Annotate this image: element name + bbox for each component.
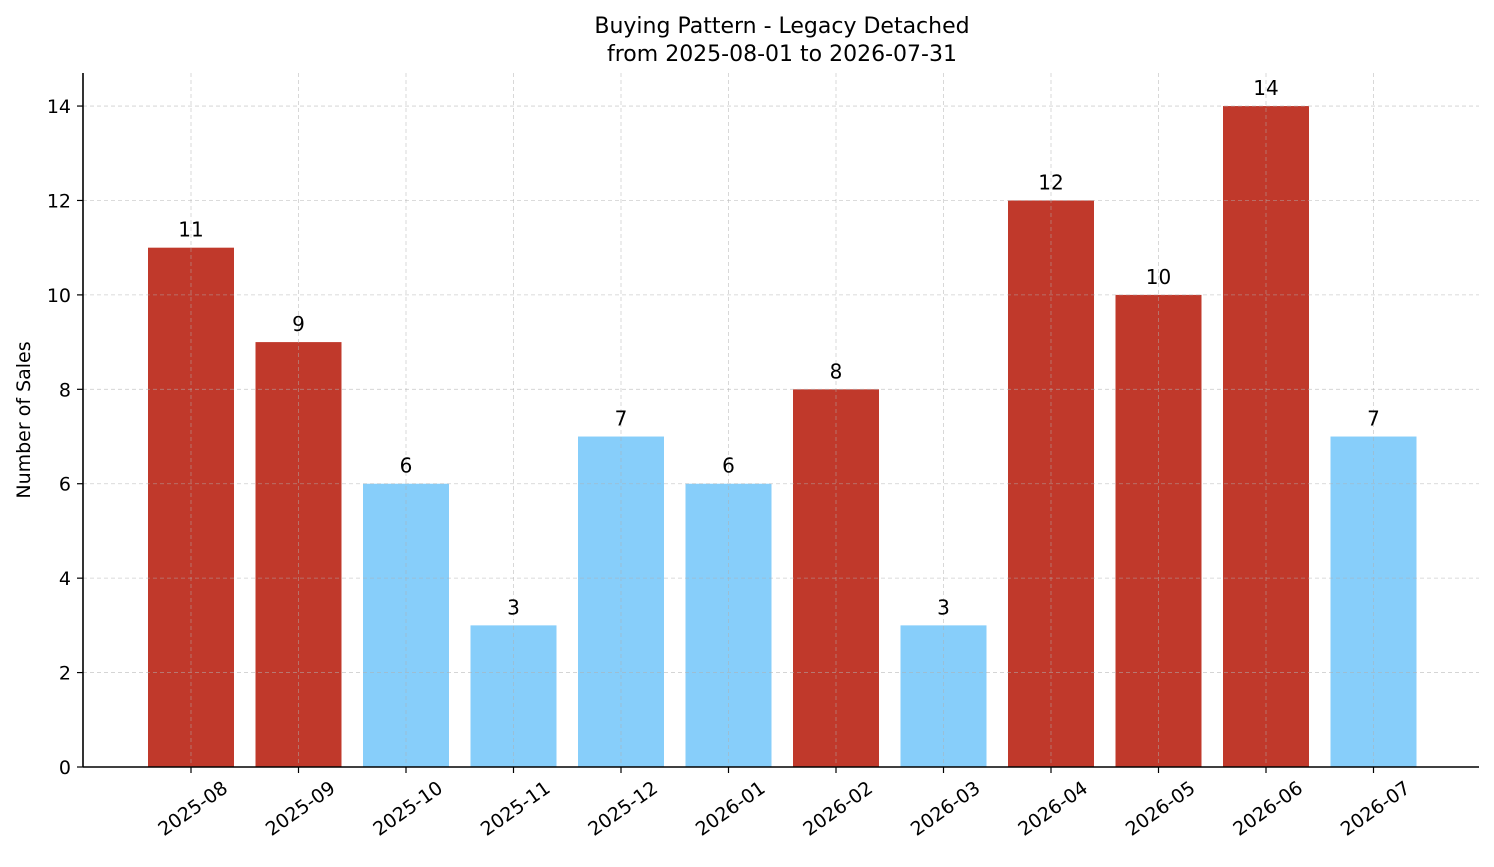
data-label: 7 <box>1367 407 1380 431</box>
x-tick-label: 2025-08 <box>154 777 232 841</box>
y-axis-label: Number of Sales <box>13 341 35 498</box>
chart-title: Buying Pattern - Legacy Detached <box>594 14 969 39</box>
y-tick-label: 4 <box>59 568 71 590</box>
x-tick-label: 2026-04 <box>1014 777 1092 841</box>
bars <box>148 106 1417 768</box>
data-label: 3 <box>937 595 950 619</box>
data-label: 12 <box>1038 170 1063 194</box>
x-tick-label: 2025-12 <box>584 777 662 841</box>
x-tick-label: 2026-03 <box>907 777 985 841</box>
data-label: 11 <box>178 218 203 242</box>
data-label: 7 <box>615 407 628 431</box>
x-tick-label: 2025-09 <box>262 777 340 841</box>
data-label: 8 <box>830 359 843 383</box>
data-label: 10 <box>1146 265 1171 289</box>
chart-subtitle: from 2025-08-01 to 2026-07-31 <box>607 42 957 67</box>
x-tick-label: 2026-02 <box>799 777 877 841</box>
data-label: 3 <box>507 595 520 619</box>
y-tick-label: 6 <box>59 474 71 496</box>
y-tick-label: 8 <box>59 379 71 401</box>
data-label: 6 <box>400 454 413 478</box>
data-label: 6 <box>722 454 735 478</box>
y-tick-label: 2 <box>59 663 71 685</box>
x-tick-label: 2026-05 <box>1122 777 1200 841</box>
x-tick-label: 2026-07 <box>1337 777 1415 841</box>
grid <box>83 73 1479 767</box>
x-tick-label: 2026-06 <box>1229 777 1307 841</box>
bar-2026-06 <box>1223 106 1309 768</box>
x-tick-label: 2025-10 <box>369 777 447 841</box>
data-label: 14 <box>1253 76 1278 100</box>
data-labels: 11 9 6 3 7 6 8 3 12 10 14 7 <box>178 76 1380 619</box>
y-tick-label: 12 <box>47 190 71 212</box>
y-tick-label: 14 <box>47 96 71 118</box>
x-tick-label: 2026-01 <box>692 777 770 841</box>
y-tick-label: 0 <box>59 757 71 779</box>
y-tick-label: 10 <box>47 285 71 307</box>
x-tick-label: 2025-11 <box>477 777 555 841</box>
data-label: 9 <box>292 312 305 336</box>
